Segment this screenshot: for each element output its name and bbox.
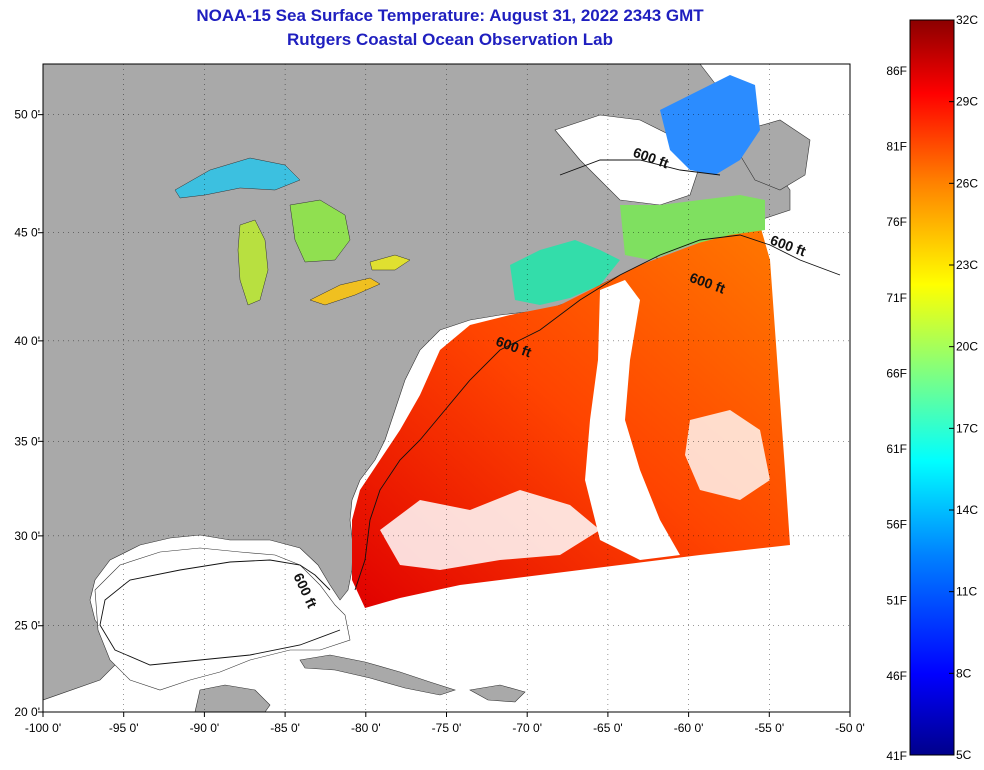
lon-tick-label: -100 0': [25, 721, 61, 735]
colorbar-c-label: 14C: [956, 503, 978, 517]
isobath-600ft-gulf: [99, 559, 341, 666]
colorbar-f-label: 41F: [886, 749, 907, 763]
latitude-axis: 20 0' 25 0' 30 0' 35 0' 40 0' 45 0' 50 0': [14, 108, 850, 719]
hispaniola-land: [469, 684, 526, 703]
colorbar-c-label: 17C: [956, 421, 978, 435]
colorbar-c-label: 26C: [956, 176, 978, 190]
colorbar-c-label: 32C: [956, 13, 978, 27]
lat-tick-label: 40 0': [14, 334, 40, 348]
lat-tick-label: 50 0': [14, 108, 40, 122]
yucatan-land: [194, 684, 271, 712]
colorbar-f-label: 81F: [886, 140, 907, 154]
lat-tick-label: 35 0': [14, 434, 40, 448]
sst-swath-cold-stlawrence: [660, 75, 760, 175]
colorbar-f-label: 76F: [886, 215, 907, 229]
lat-tick-label: 25 0': [14, 619, 40, 633]
colorbar-f-label: 46F: [886, 669, 907, 683]
lon-tick-label: -75 0': [432, 721, 462, 735]
map-title: NOAA-15 Sea Surface Temperature: August …: [196, 6, 704, 25]
colorbar-labels: 32C 29C 26C 23C 20C 17C 14C 11C 8C 5C 86F 81F 76F 71F…: [886, 13, 978, 763]
map-subtitle: Rutgers Coastal Ocean Observation Lab: [287, 30, 613, 49]
lake-superior: [174, 157, 301, 199]
colorbar-f-label: 66F: [886, 366, 907, 380]
lat-tick-label: 45 0': [14, 226, 40, 240]
lon-tick-label: -85 0': [270, 721, 300, 735]
colorbar-c-label: 23C: [956, 258, 978, 272]
longitude-axis: -100 0' -95 0' -90 0' -85 0' -80 0' -75 0' -70…: [25, 64, 865, 735]
colorbar: [909, 19, 955, 756]
lon-tick-label: -55 0': [754, 721, 784, 735]
isobath-600ft-north: [559, 159, 721, 176]
colorbar-c-label: 29C: [956, 95, 978, 109]
lon-tick-label: -90 0': [190, 721, 220, 735]
colorbar-f-label: 56F: [886, 518, 907, 532]
colorbar-f-label: 61F: [886, 442, 907, 456]
lon-tick-label: -65 0': [593, 721, 623, 735]
sst-swath-cool-north: [510, 240, 620, 305]
lat-tick-label: 20 0': [14, 705, 40, 719]
gulf-of-mexico: [94, 547, 351, 691]
sst-swath-cool-shelf: [620, 195, 765, 260]
lake-ontario: [369, 254, 411, 271]
colorbar-c-label: 11C: [956, 585, 977, 599]
colorbar-c-label: 8C: [956, 666, 972, 680]
cloud-gap-south: [380, 490, 600, 570]
lon-tick-label: -95 0': [109, 721, 139, 735]
colorbar-f-label: 71F: [886, 291, 907, 305]
lon-tick-label: -50 0': [835, 721, 865, 735]
newfoundland-land: [739, 119, 811, 191]
isobath-600ft-east: [354, 234, 841, 591]
lon-tick-label: -80 0': [351, 721, 381, 735]
lake-huron: [289, 199, 351, 263]
lon-tick-label: -60 0': [674, 721, 704, 735]
lake-erie: [309, 277, 381, 306]
lon-tick-label: -70 0': [512, 721, 542, 735]
cuba-land: [299, 654, 456, 696]
lake-michigan: [237, 219, 269, 306]
cloud-gap-central: [585, 280, 680, 560]
lat-tick-label: 30 0': [14, 529, 40, 543]
colorbar-f-label: 51F: [886, 593, 907, 607]
colorbar-f-label: 86F: [886, 64, 907, 78]
colorbar-c-label: 5C: [956, 748, 972, 762]
colorbar-c-label: 20C: [956, 340, 978, 354]
cloud-gap-east: [685, 410, 770, 500]
